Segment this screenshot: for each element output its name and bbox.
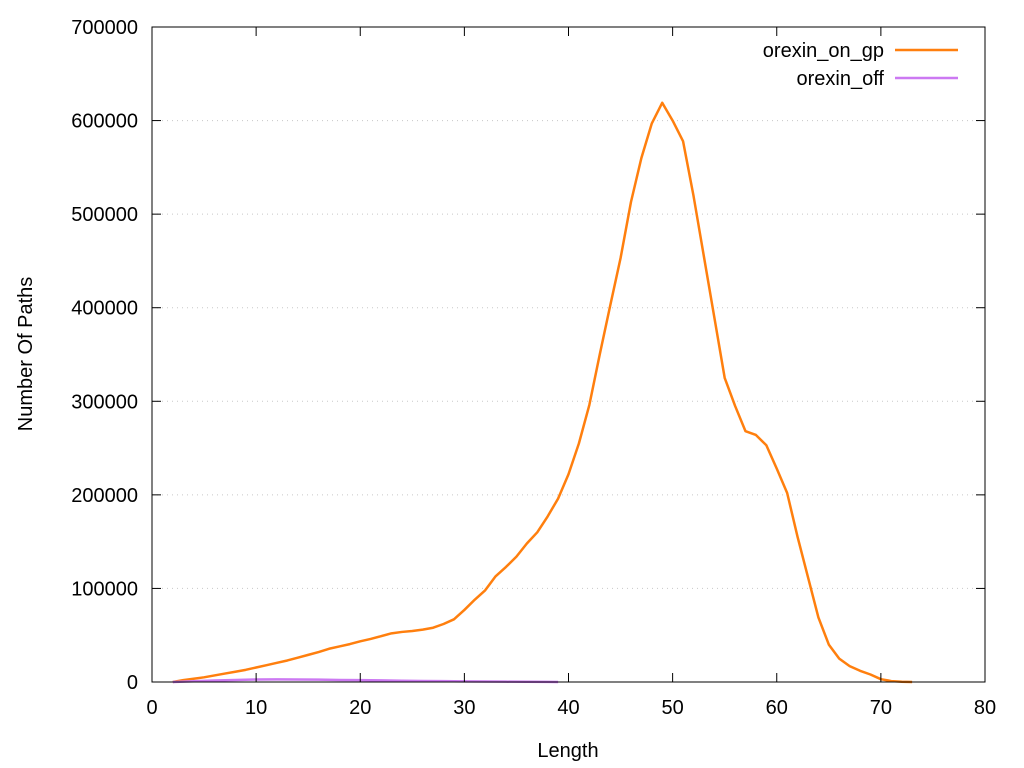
x-tick-label: 70 [870, 697, 892, 719]
y-tick-label: 200000 [71, 485, 138, 507]
legend-label: orexin_on_gp [763, 40, 884, 62]
x-tick-label: 30 [453, 697, 475, 719]
x-tick-label: 50 [662, 697, 684, 719]
y-tick-label: 0 [127, 672, 138, 694]
series-line-orexin_on_gp [172, 101, 913, 684]
grid-lines [152, 120, 985, 589]
plot-frame [151, 26, 986, 683]
x-tick-label: 10 [245, 697, 267, 719]
x-tick-label: 20 [349, 697, 371, 719]
y-tick-label: 600000 [71, 111, 138, 133]
x-axis-label: Length [537, 740, 598, 762]
x-tick-label: 40 [557, 697, 579, 719]
x-tick-label: 0 [146, 697, 157, 719]
y-tick-label: 300000 [71, 391, 138, 413]
x-tick-label: 80 [974, 697, 996, 719]
y-tick-label: 400000 [71, 298, 138, 320]
legend: orexin_on_gp orexin_off [763, 40, 958, 90]
x-tick-label: 60 [766, 697, 788, 719]
y-tick-label: 700000 [71, 17, 138, 39]
plot-series [172, 101, 913, 684]
y-tick-label: 500000 [71, 204, 138, 226]
y-axis-label: Number Of Paths [15, 277, 37, 432]
legend-label: orexin_off [797, 68, 885, 90]
y-tick-label: 100000 [71, 578, 138, 600]
axis-ticks: 0100000200000300000400000500000600000700… [71, 17, 996, 719]
